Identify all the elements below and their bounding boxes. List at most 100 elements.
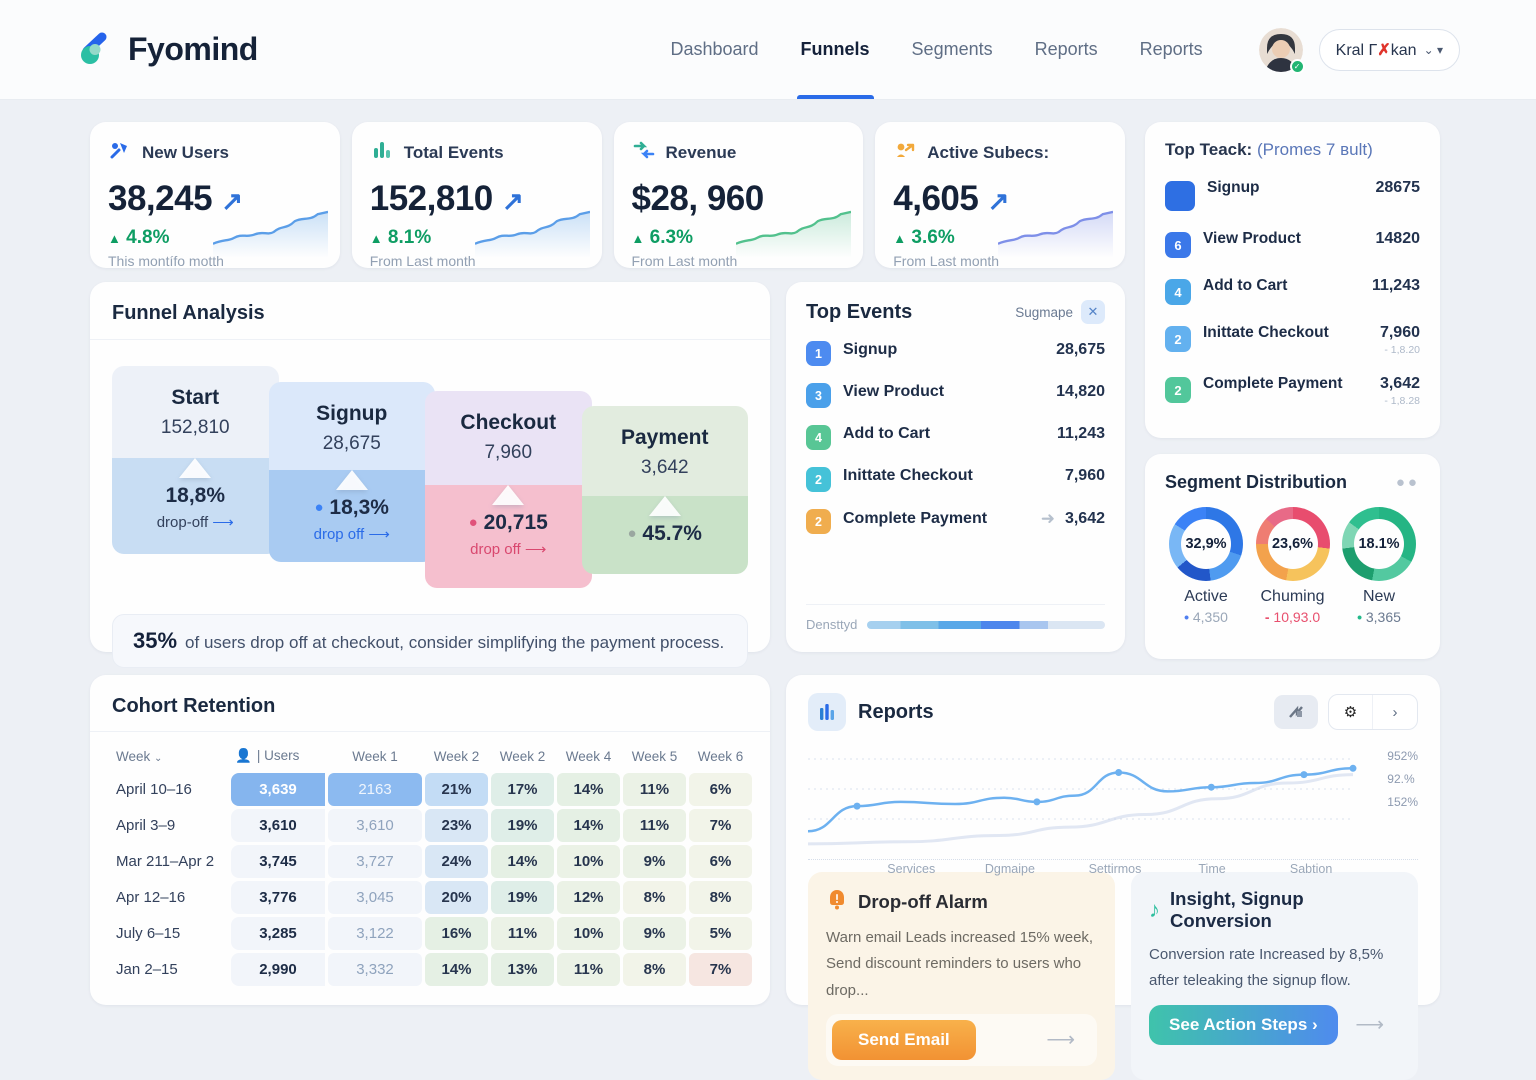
- event-value: 7,960- 1,8.20: [1366, 324, 1420, 356]
- arrow-right-icon: ⟶: [368, 526, 390, 543]
- funnel-stage-payment[interactable]: Payment 3,642 ● 45.7%: [581, 406, 748, 574]
- person-icon: 👤: [235, 748, 252, 763]
- nav-item-reports[interactable]: Reports: [1139, 39, 1203, 59]
- kpi-label: Active Subecs:: [927, 142, 1050, 162]
- nav-item-reports[interactable]: Reports: [1034, 39, 1098, 59]
- segments-row: 32,9% Active • 4,350 23,6% Chuming - 10,…: [1165, 507, 1420, 625]
- settings-gear-icon[interactable]: ⚙: [1329, 695, 1373, 729]
- top-track-item-inittate-checkout[interactable]: 2 Inittate Checkout 7,960- 1,8.20: [1165, 324, 1420, 356]
- col-header-week-2-1[interactable]: Week 2: [433, 748, 480, 764]
- cohort-retention-cell: 14%: [557, 809, 620, 842]
- col-header-week-6-5[interactable]: Week 6: [697, 748, 744, 764]
- brand[interactable]: Fyomind: [76, 28, 258, 71]
- funnel-stage-start[interactable]: Start 152,810 18,8% drop-off ⟶: [112, 366, 279, 554]
- arrow-right-icon[interactable]: ⟶: [1046, 1029, 1076, 1052]
- col-header-week-1-0[interactable]: Week 1: [352, 748, 398, 764]
- top-event-signup[interactable]: 1 Signup 28,675: [806, 341, 1105, 366]
- cohort-retention-cell: 21%: [425, 773, 488, 806]
- top-track-item-signup[interactable]: Signup 28675: [1165, 179, 1420, 211]
- kpi-value: 38,245 ↗: [108, 179, 243, 218]
- users-icon: [108, 138, 132, 167]
- dropoff-link[interactable]: drop off ⟶: [470, 541, 547, 558]
- x-axis-label: Services: [887, 862, 936, 876]
- stage-dropoff-value: 18,8%: [165, 484, 226, 507]
- dropoff-text-1: Warn email Leads increased 15% week,: [826, 929, 1094, 946]
- kpi-sublabel: From Last month: [631, 253, 738, 268]
- col-header-week-5-4[interactable]: Week 5: [631, 748, 678, 764]
- trend-up-icon: ↗: [502, 186, 524, 216]
- cohort-retention-cell: 16%: [425, 917, 488, 950]
- dropoff-link[interactable]: drop-off ⟶: [156, 514, 234, 531]
- insight-text-2: after teleaking the signup flow.: [1149, 972, 1351, 990]
- export-button[interactable]: [1274, 695, 1318, 729]
- user-menu[interactable]: Kral Γ✗kan ⌄ ▾: [1318, 28, 1460, 71]
- col-header-users[interactable]: 👤 | Users: [235, 748, 300, 763]
- rank-badge: 1: [806, 341, 831, 366]
- cohort-retention-cell: 11%: [557, 953, 620, 986]
- segment-label: Active: [1184, 588, 1228, 605]
- event-label: Inittate Checkout: [1203, 324, 1329, 341]
- kpi-row: New Users 38,245 ↗ ▲ 4.8% This montífo m…: [90, 122, 1125, 268]
- subs-icon: [893, 138, 917, 167]
- top-track-item-complete-payment[interactable]: 2 Complete Payment 3,642- 1,8.28: [1165, 375, 1420, 407]
- cohort-week-label: Mar 211–Apr 2: [116, 853, 215, 870]
- cohort-retention-cell: 11%: [491, 917, 554, 950]
- segment-chuming[interactable]: 23,6% Chuming - 10,93.0: [1252, 507, 1334, 625]
- top-track-item-view-product[interactable]: 6 View Product 14820: [1165, 230, 1420, 258]
- segment-value: - 10,93.0: [1264, 609, 1321, 625]
- col-header-week-2-2[interactable]: Week 2: [499, 748, 546, 764]
- cohort-users-cell: 3,285: [231, 917, 325, 950]
- event-label: Signup: [843, 341, 898, 358]
- kpi-sublabel: This montífo motth: [108, 253, 224, 268]
- arrow-up-icon: [179, 458, 212, 478]
- col-header-week-4-3[interactable]: Week 4: [565, 748, 612, 764]
- cohort-week1-cell: 2163: [328, 773, 422, 806]
- nav-item-dashboard[interactable]: Dashboard: [670, 39, 759, 59]
- stage-name: Checkout: [460, 411, 557, 434]
- cohort-users-cell: 3,776: [231, 881, 325, 914]
- event-value: 11,243: [1056, 425, 1105, 442]
- send-email-button[interactable]: Send Email: [832, 1019, 976, 1060]
- funnel-stage-checkout[interactable]: Checkout 7,960 ● 20,715 drop off ⟶: [425, 391, 592, 588]
- event-value: 11,243: [1371, 277, 1420, 294]
- arrow-up-icon: [492, 485, 525, 505]
- top-event-add-to-cart[interactable]: 4 Add to Cart 11,243: [806, 425, 1105, 450]
- col-header-week[interactable]: Week ⌄: [116, 748, 163, 764]
- event-subvalue: - 1,8.28: [1384, 395, 1420, 407]
- top-event-view-product[interactable]: 3 View Product 14,820: [806, 383, 1105, 408]
- user-avatar[interactable]: ✓: [1258, 27, 1305, 74]
- funnel-stage-signup[interactable]: Signup 28,675 ● 18,3% drop off ⟶: [268, 382, 435, 562]
- top-track-title: Top Teack: (Promes 7 вult): [1165, 140, 1373, 159]
- x-axis-label: Time: [1198, 862, 1226, 876]
- top-event-inittate-checkout[interactable]: 2 Inittate Checkout 7,960: [806, 467, 1105, 492]
- top-event-complete-payment[interactable]: 2 Complete Payment ➜ 3,642: [806, 509, 1105, 534]
- arrow-right-icon[interactable]: ⟶: [1355, 1014, 1384, 1036]
- chevron-down-icon: ⌄ ▾: [1423, 42, 1443, 57]
- chart-y-labels: 952% 92.% 152%: [1387, 749, 1418, 818]
- top-track-item-add-to-cart[interactable]: 4 Add to Cart 11,243: [1165, 277, 1420, 305]
- dropoff-link[interactable]: drop off ⟶: [313, 526, 390, 543]
- rank-badge: 2: [806, 467, 831, 492]
- stage-value: 7,960: [484, 442, 533, 463]
- kpi-value: $28, 960: [631, 179, 765, 218]
- segment-new[interactable]: 18.1% New • 3,365: [1338, 507, 1420, 625]
- y-axis-label: 92.%: [1387, 772, 1415, 786]
- top-track-panel: Top Teack: (Promes 7 вult) Signup 28675 …: [1145, 122, 1440, 438]
- y-axis-label: 152%: [1387, 795, 1418, 809]
- donut-chart: 23,6%: [1255, 507, 1330, 581]
- nav-item-segments[interactable]: Segments: [911, 39, 993, 59]
- segment-active[interactable]: 32,9% Active • 4,350: [1165, 507, 1247, 625]
- alarm-bell-icon: [826, 888, 848, 915]
- stage-name: Signup: [316, 402, 388, 425]
- cohort-week1-cell: 3,332: [328, 953, 422, 986]
- cohort-retention-cell: 23%: [425, 809, 488, 842]
- see-action-steps-button[interactable]: See Action Steps ›: [1149, 1004, 1338, 1045]
- cohort-retention-cell: 19%: [491, 809, 554, 842]
- chevron-right-icon[interactable]: ›: [1392, 703, 1398, 721]
- close-icon[interactable]: ✕: [1081, 300, 1105, 324]
- density-bar: [867, 620, 1105, 629]
- cohort-retention-cell: 11%: [623, 773, 686, 806]
- nav-item-funnels[interactable]: Funnels: [796, 0, 874, 99]
- more-menu-icon[interactable]: ●●: [1395, 474, 1420, 491]
- cohort-retention-cell: 14%: [425, 953, 488, 986]
